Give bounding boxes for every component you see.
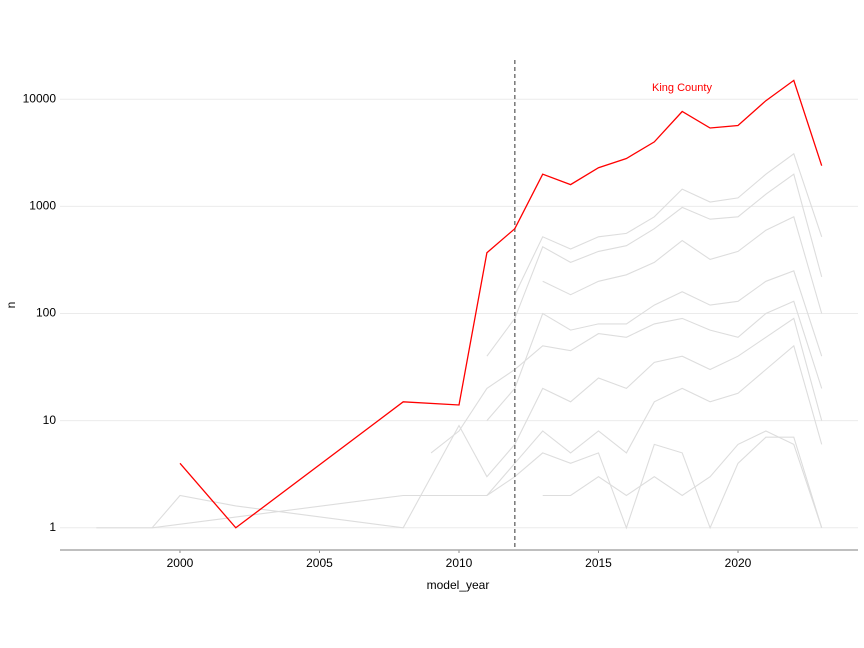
line (486, 436, 823, 530)
x-tick-label: 2000 (167, 556, 194, 570)
line (514, 152, 823, 295)
x-tick-label: 2005 (306, 556, 333, 570)
line (151, 317, 823, 529)
line (542, 216, 823, 314)
line (486, 270, 823, 421)
y-tick-label: 100 (36, 306, 56, 320)
x-tick-label: 2020 (725, 556, 752, 570)
line (96, 344, 823, 529)
y-tick-label: 1 (49, 520, 56, 534)
x-axis-title: model_year (427, 578, 490, 592)
y-tick-label: 1000 (29, 199, 56, 213)
line (486, 173, 823, 357)
y-tick-label: 10000 (23, 91, 57, 105)
line-label: King County (652, 82, 712, 94)
line (542, 430, 823, 528)
y-tick-label: 10 (43, 413, 57, 427)
y-axis-title: n (4, 302, 18, 309)
x-tick-label: 2010 (446, 556, 473, 570)
line (430, 300, 823, 454)
x-tick-label: 2015 (585, 556, 612, 570)
highlight-line (179, 79, 823, 529)
